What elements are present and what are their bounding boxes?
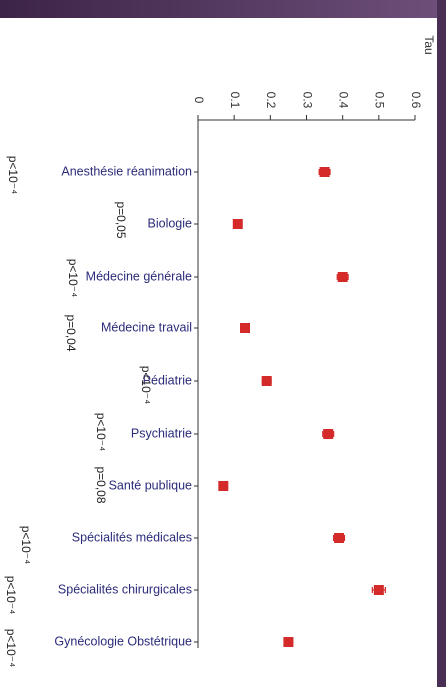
y-tick-label: 0.3 — [300, 92, 314, 109]
category-label: Médecine travail — [101, 320, 192, 334]
marker — [334, 533, 345, 543]
marker — [319, 167, 330, 177]
y-tick-label: 0.2 — [264, 92, 278, 109]
category-label: Biologie — [148, 216, 193, 230]
axis-label: Tau — [422, 35, 436, 54]
annotation: p<10⁻⁴ — [94, 413, 108, 452]
category-label: Psychiatrie — [131, 426, 192, 440]
frame-top — [0, 0, 446, 18]
annotation: p<10⁻⁴ — [4, 629, 18, 668]
marker — [373, 585, 384, 595]
category-label: Spécialités médicales — [72, 530, 192, 544]
annotation: p=0,08 — [94, 466, 108, 503]
annotation: p=0,05 — [114, 201, 128, 238]
y-tick-label: 0.4 — [336, 92, 350, 109]
marker — [232, 219, 243, 229]
marker — [218, 481, 229, 491]
marker — [283, 637, 294, 647]
category-label: Spécialités chirurgicales — [58, 582, 192, 596]
annotation: p<10⁻⁴ — [66, 259, 80, 298]
category-label: Santé publique — [109, 478, 192, 492]
annotation: p<10⁻⁴ — [4, 576, 18, 615]
category-label: Gynécologie Obstétrique — [54, 634, 192, 648]
annotation: p=0,04 — [64, 314, 78, 351]
annotation: p<10⁻⁴ — [6, 156, 20, 195]
marker — [323, 429, 334, 439]
y-tick-label: 0.1 — [228, 92, 242, 109]
y-tick-label: 0.5 — [373, 92, 387, 109]
y-tick-label: 0 — [192, 97, 206, 104]
category-label: Médecine générale — [86, 269, 192, 283]
y-tick-label: 0.6 — [409, 92, 423, 109]
marker — [240, 323, 251, 333]
frame-right — [437, 0, 446, 687]
marker — [337, 272, 348, 282]
marker — [261, 376, 272, 386]
category-label: Anesthésie réanimation — [61, 164, 192, 178]
annotation: p<10⁻⁴ — [19, 526, 33, 565]
category-label: Pédiatrie — [143, 373, 192, 387]
annotation: p<10⁻⁴ — [139, 366, 153, 405]
